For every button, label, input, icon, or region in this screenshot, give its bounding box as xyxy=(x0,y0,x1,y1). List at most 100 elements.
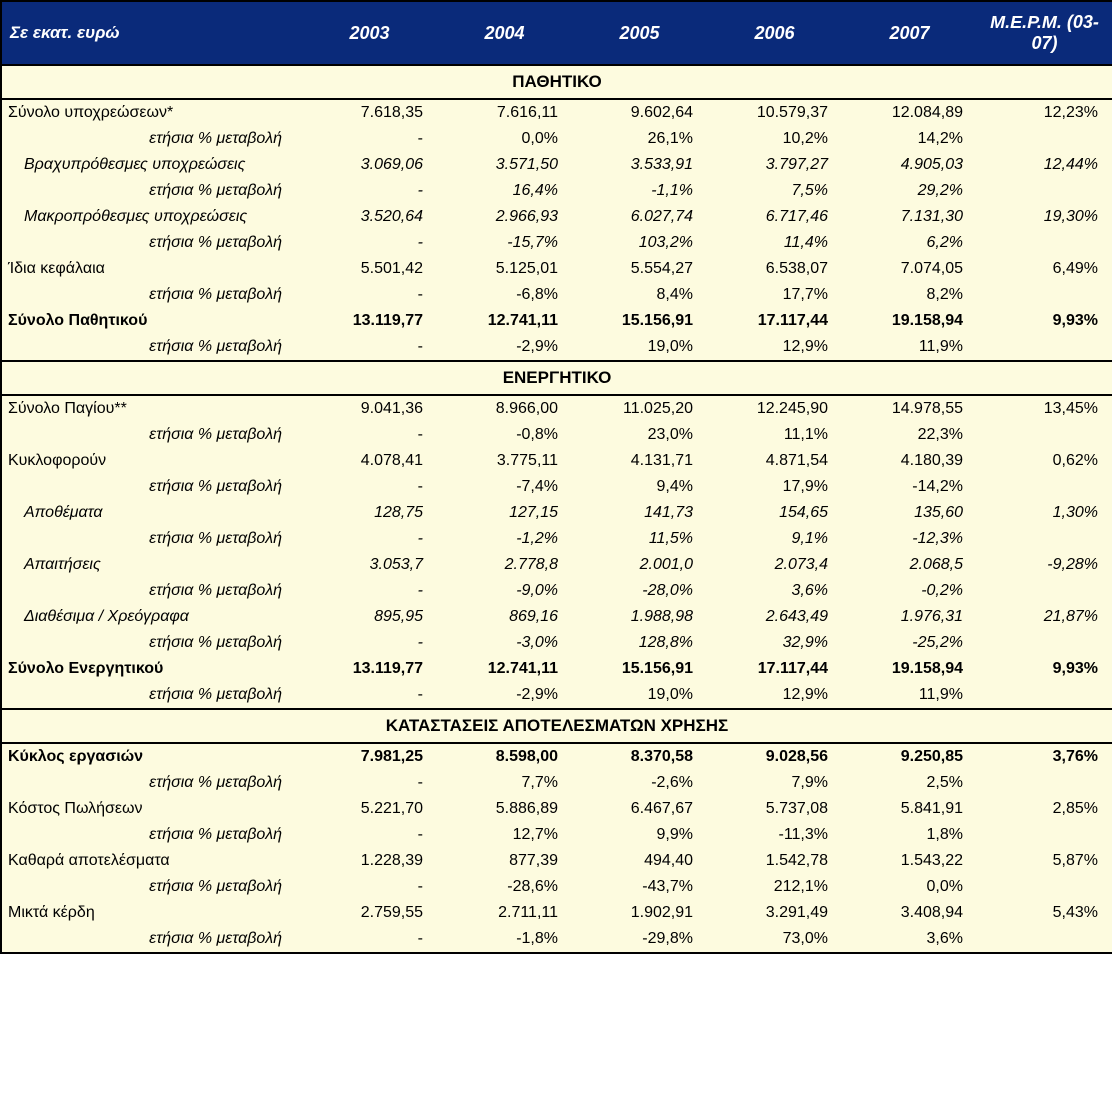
value-cell: 13.119,77 xyxy=(302,308,437,334)
value-cell: 12,23% xyxy=(977,99,1112,126)
change-cell xyxy=(977,630,1112,656)
value-cell: 5.221,70 xyxy=(302,796,437,822)
change-cell: 23,0% xyxy=(572,422,707,448)
value-cell: 9.250,85 xyxy=(842,743,977,770)
value-cell: 8.966,00 xyxy=(437,395,572,422)
value-cell: 5.125,01 xyxy=(437,256,572,282)
value-cell: 9.041,36 xyxy=(302,395,437,422)
value-cell: 21,87% xyxy=(977,604,1112,630)
value-cell: 6.538,07 xyxy=(707,256,842,282)
value-cell: 1.988,98 xyxy=(572,604,707,630)
change-cell: - xyxy=(302,822,437,848)
value-cell: 2.643,49 xyxy=(707,604,842,630)
value-cell: 4.078,41 xyxy=(302,448,437,474)
change-cell: 19,0% xyxy=(572,334,707,361)
value-cell: 9.028,56 xyxy=(707,743,842,770)
change-cell: -2,9% xyxy=(437,334,572,361)
change-cell: 12,9% xyxy=(707,682,842,709)
change-cell: - xyxy=(302,230,437,256)
value-cell: 7.618,35 xyxy=(302,99,437,126)
change-cell: -2,6% xyxy=(572,770,707,796)
row-label: Μικτά κέρδη xyxy=(2,900,302,926)
value-cell: 17.117,44 xyxy=(707,308,842,334)
value-cell: 3.533,91 xyxy=(572,152,707,178)
value-cell: 7.981,25 xyxy=(302,743,437,770)
change-cell: 32,9% xyxy=(707,630,842,656)
row-label: Κύκλος εργασιών xyxy=(2,743,302,770)
change-cell: 6,2% xyxy=(842,230,977,256)
change-cell: -7,4% xyxy=(437,474,572,500)
value-cell: 895,95 xyxy=(302,604,437,630)
annual-change-label: ετήσια % μεταβολή xyxy=(2,178,302,204)
change-cell: - xyxy=(302,422,437,448)
value-cell: 6,49% xyxy=(977,256,1112,282)
header-year: 2005 xyxy=(572,2,707,65)
table-body: ΠΑΘΗΤΙΚΟΣύνολο υποχρεώσεων*7.618,357.616… xyxy=(2,65,1112,952)
annual-change-label: ετήσια % μεταβολή xyxy=(2,578,302,604)
change-cell: -11,3% xyxy=(707,822,842,848)
value-cell: 15.156,91 xyxy=(572,656,707,682)
value-cell: 1.543,22 xyxy=(842,848,977,874)
header-year: 2006 xyxy=(707,2,842,65)
section-header: ΕΝΕΡΓΗΤΙΚΟ xyxy=(2,361,1112,395)
value-cell: 3.408,94 xyxy=(842,900,977,926)
change-cell: 7,7% xyxy=(437,770,572,796)
value-cell: 141,73 xyxy=(572,500,707,526)
change-cell: -0,2% xyxy=(842,578,977,604)
annual-change-label: ετήσια % μεταβολή xyxy=(2,526,302,552)
value-cell: 2.068,5 xyxy=(842,552,977,578)
value-cell: 12.084,89 xyxy=(842,99,977,126)
value-cell: 6.717,46 xyxy=(707,204,842,230)
value-cell: 4.871,54 xyxy=(707,448,842,474)
change-cell: 11,1% xyxy=(707,422,842,448)
change-cell: 212,1% xyxy=(707,874,842,900)
value-cell: 494,40 xyxy=(572,848,707,874)
change-cell: 14,2% xyxy=(842,126,977,152)
value-cell: 3.520,64 xyxy=(302,204,437,230)
value-cell: 12.741,11 xyxy=(437,308,572,334)
header-avg: Μ.Ε.Ρ.Μ. (03-07) xyxy=(977,2,1112,65)
change-cell: -43,7% xyxy=(572,874,707,900)
value-cell: 5.886,89 xyxy=(437,796,572,822)
change-cell xyxy=(977,230,1112,256)
value-cell: 8.598,00 xyxy=(437,743,572,770)
change-cell: -14,2% xyxy=(842,474,977,500)
change-cell: -0,8% xyxy=(437,422,572,448)
change-cell: 11,5% xyxy=(572,526,707,552)
change-cell: -1,2% xyxy=(437,526,572,552)
value-cell: 5,43% xyxy=(977,900,1112,926)
change-cell: 3,6% xyxy=(707,578,842,604)
change-cell: 12,9% xyxy=(707,334,842,361)
value-cell: 12,44% xyxy=(977,152,1112,178)
value-cell: 9,93% xyxy=(977,656,1112,682)
change-cell: 29,2% xyxy=(842,178,977,204)
value-cell: 4.131,71 xyxy=(572,448,707,474)
change-cell: 2,5% xyxy=(842,770,977,796)
change-cell: 10,2% xyxy=(707,126,842,152)
change-cell: 11,9% xyxy=(842,334,977,361)
value-cell: 15.156,91 xyxy=(572,308,707,334)
change-cell: - xyxy=(302,126,437,152)
value-cell: 12.741,11 xyxy=(437,656,572,682)
value-cell: 7.616,11 xyxy=(437,99,572,126)
annual-change-label: ετήσια % μεταβολή xyxy=(2,230,302,256)
change-cell xyxy=(977,926,1112,952)
value-cell: 3.571,50 xyxy=(437,152,572,178)
value-cell: 5.737,08 xyxy=(707,796,842,822)
change-cell: 7,9% xyxy=(707,770,842,796)
value-cell: 8.370,58 xyxy=(572,743,707,770)
annual-change-label: ετήσια % μεταβολή xyxy=(2,682,302,709)
change-cell: 11,4% xyxy=(707,230,842,256)
change-cell: -2,9% xyxy=(437,682,572,709)
section-header: ΠΑΘΗΤΙΚΟ xyxy=(2,65,1112,99)
value-cell: 1,30% xyxy=(977,500,1112,526)
value-cell: 7.074,05 xyxy=(842,256,977,282)
row-label: Κόστος Πωλήσεων xyxy=(2,796,302,822)
change-cell: 22,3% xyxy=(842,422,977,448)
change-cell xyxy=(977,526,1112,552)
annual-change-label: ετήσια % μεταβολή xyxy=(2,874,302,900)
change-cell: - xyxy=(302,682,437,709)
change-cell: -25,2% xyxy=(842,630,977,656)
change-cell: -3,0% xyxy=(437,630,572,656)
change-cell: 9,4% xyxy=(572,474,707,500)
